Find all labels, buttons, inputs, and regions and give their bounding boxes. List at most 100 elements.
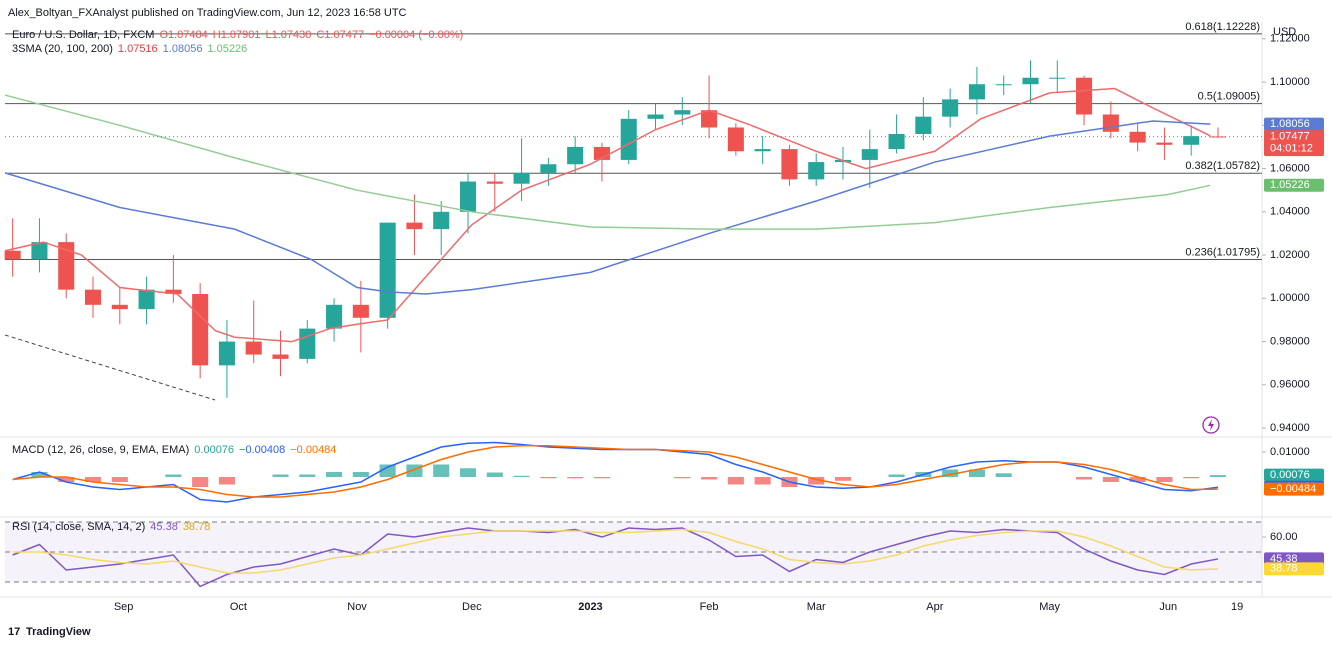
candle-body	[299, 328, 316, 359]
price-badge	[1264, 552, 1324, 566]
candle-body	[218, 341, 235, 366]
candle-body	[620, 118, 637, 160]
histogram-bar	[58, 477, 75, 482]
histogram-bar	[459, 468, 477, 477]
macd-value: 0.00076	[194, 444, 235, 456]
fib-level-label: 0.382(1.05782)	[1185, 160, 1260, 172]
footer-logo: 17	[8, 626, 20, 638]
histogram-bar	[218, 477, 235, 485]
x-tick-label: 2023	[578, 601, 602, 613]
histogram-bar	[513, 475, 530, 477]
indicator-line	[4, 87, 1211, 343]
histogram-bar	[486, 472, 503, 477]
candle-body	[942, 99, 959, 117]
candle-body	[138, 289, 155, 310]
ohlc: −0.00004 (−0.00%)	[369, 29, 464, 41]
price-badge	[1264, 562, 1324, 576]
y-tick-label: 0.01000	[1270, 446, 1310, 458]
histogram-bar	[995, 473, 1012, 477]
histogram-bar	[379, 464, 396, 477]
candle-body	[647, 114, 664, 119]
ohlc: L1.07430	[265, 29, 312, 41]
histogram-bar	[1156, 477, 1173, 482]
histogram-bar	[1129, 477, 1146, 482]
candle-body	[754, 149, 771, 152]
histogram-bar	[1102, 477, 1119, 482]
trendline	[4, 334, 216, 401]
histogram-bar	[567, 477, 584, 479]
y-tick-label: 1.06000	[1270, 162, 1310, 174]
y-tick-label: 0.96000	[1270, 379, 1310, 391]
histogram-bar	[406, 464, 423, 477]
price-badge	[1264, 130, 1324, 157]
candle-body	[58, 242, 75, 290]
ohlc: H1.07901	[212, 29, 261, 41]
histogram-bar	[352, 472, 369, 477]
candle-body	[406, 222, 423, 230]
candle-body	[1183, 136, 1200, 145]
histogram-bar	[727, 477, 744, 485]
y-tick-label: 0.98000	[1270, 335, 1310, 347]
histogram-bar	[165, 474, 182, 477]
macd-title: MACD (12, 26, close, 9, EMA, EMA)	[12, 444, 190, 456]
countdown: 04:01:12	[1270, 143, 1313, 155]
alert-icon-bolt	[1208, 419, 1214, 431]
histogram-bar	[272, 474, 289, 477]
y-tick-label: 1.00000	[1270, 292, 1310, 304]
candle-body	[84, 289, 102, 305]
y-tick-label: 1.12000	[1270, 33, 1310, 45]
candle-body	[861, 149, 878, 160]
rsi-legend: RSI (14, close, SMA, 14, 2) 45.38 38.78	[12, 521, 215, 533]
histogram-bar	[84, 477, 102, 482]
candle-body	[1076, 77, 1093, 115]
fib-level-label: 0.5(1.09005)	[1198, 90, 1260, 102]
x-tick-label: Sep	[114, 601, 134, 613]
price-badge-label: 1.07477	[1270, 131, 1310, 143]
price-badge	[1264, 117, 1324, 131]
price-badge-label: 1.05226	[1270, 179, 1310, 191]
histogram-bar	[834, 477, 852, 481]
macd-value: −0.00408	[239, 444, 286, 456]
histogram-bar	[674, 477, 691, 479]
histogram-bar	[111, 477, 128, 482]
candle-body	[165, 289, 182, 294]
candle-body	[727, 127, 744, 152]
histogram-bar	[192, 477, 209, 487]
candle-body	[968, 84, 985, 100]
indicator-line	[12, 445, 1219, 498]
macd-legend: MACD (12, 26, close, 9, EMA, EMA) 0.00076…	[12, 444, 341, 456]
histogram-bar	[433, 464, 450, 477]
histogram-bar	[888, 474, 905, 477]
ohlc: C1.07477	[316, 29, 365, 41]
indicator-line	[12, 528, 1219, 574]
histogram-bar	[540, 477, 557, 479]
histogram-bar	[1076, 477, 1093, 480]
candle-body	[326, 304, 343, 329]
ohlc: O1.07484	[159, 29, 208, 41]
candle-body	[433, 211, 450, 230]
x-tick-label: Mar	[807, 601, 826, 613]
histogram-bar	[593, 477, 610, 479]
y-tick-label: 1.02000	[1270, 249, 1310, 261]
candle-body	[1129, 131, 1146, 143]
candle-body	[4, 250, 21, 260]
x-tick-label: Feb	[700, 601, 719, 613]
x-tick-label: Apr	[926, 601, 943, 613]
x-tick-label: Jun	[1159, 601, 1177, 613]
candle-body	[272, 354, 289, 359]
histogram-bar	[31, 472, 48, 477]
x-tick-label: 19	[1231, 601, 1243, 613]
candle-body	[459, 181, 477, 212]
price-legend: Euro / U.S. Dollar, 1D, FXCM O1.07484 H1.0…	[12, 29, 468, 41]
alert-icon[interactable]	[1202, 416, 1220, 434]
indicator-line	[4, 120, 1211, 295]
candle-body	[915, 116, 932, 134]
price-badge	[1264, 178, 1324, 192]
x-tick-label: May	[1039, 601, 1060, 613]
price-badge-label: 45.38	[1270, 553, 1298, 565]
y-tick-label: 1.04000	[1270, 206, 1310, 218]
candle-body	[540, 164, 557, 173]
candle-body	[31, 242, 48, 260]
histogram-bar	[1183, 477, 1200, 479]
y-tick-label: 1.10000	[1270, 76, 1310, 88]
